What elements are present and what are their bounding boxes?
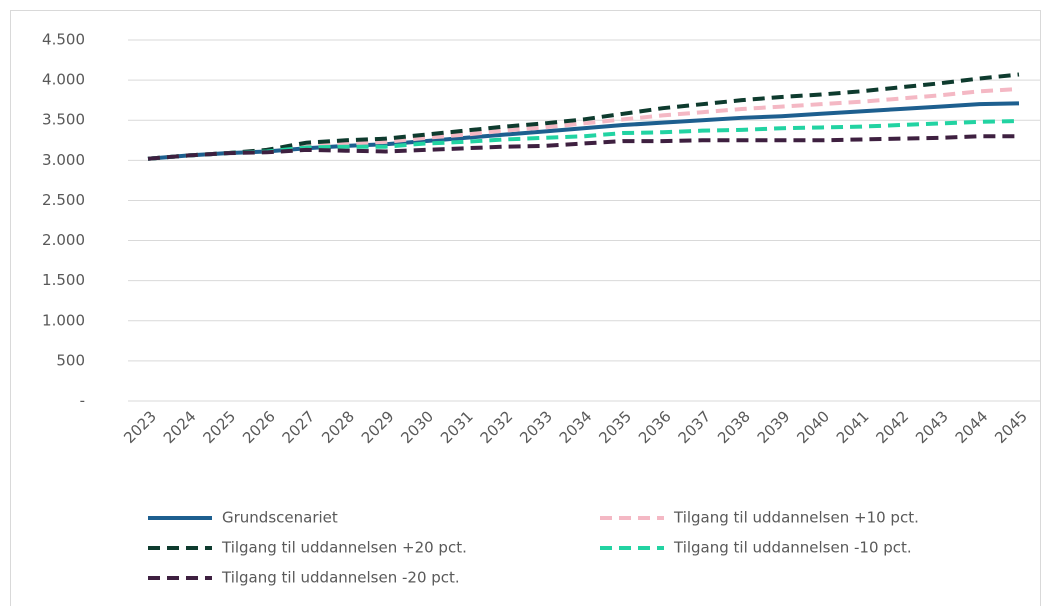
x-tick-label: 2045 bbox=[991, 407, 1031, 447]
y-tick-label: - bbox=[80, 392, 85, 410]
y-tick-label: 1.500 bbox=[42, 271, 85, 289]
y-tick-label: 3.000 bbox=[42, 151, 85, 169]
x-tick-label: 2032 bbox=[477, 407, 517, 447]
series-line bbox=[147, 119, 1020, 161]
series-line bbox=[147, 101, 1020, 161]
x-tick-label: 2025 bbox=[199, 407, 239, 447]
x-tick-label: 2024 bbox=[160, 407, 200, 447]
y-tick-label: 1.000 bbox=[42, 311, 85, 329]
series-line bbox=[147, 72, 1020, 161]
x-tick-label: 2041 bbox=[833, 407, 873, 447]
x-tick-label: 2040 bbox=[793, 407, 833, 447]
series-line bbox=[147, 134, 1019, 161]
x-tick-label: 2036 bbox=[635, 407, 675, 447]
x-tick-label: 2031 bbox=[437, 407, 477, 447]
y-tick-label: 2.000 bbox=[42, 231, 85, 249]
x-tick-label: 2038 bbox=[714, 407, 754, 447]
legend-label: Tilgang til uddannelsen +20 pct. bbox=[221, 539, 467, 557]
x-tick-label: 2033 bbox=[516, 407, 556, 447]
x-tick-label: 2044 bbox=[952, 407, 992, 447]
y-tick-label: 4.500 bbox=[42, 31, 85, 49]
x-tick-label: 2023 bbox=[120, 407, 160, 447]
x-tick-label: 2026 bbox=[239, 407, 279, 447]
x-tick-label: 2043 bbox=[912, 407, 952, 447]
x-tick-label: 2028 bbox=[318, 407, 358, 447]
x-tick-label: 2039 bbox=[754, 407, 794, 447]
series-line bbox=[147, 86, 1020, 161]
legend-label: Tilgang til uddannelsen -10 pct. bbox=[673, 539, 912, 557]
x-tick-label: 2034 bbox=[556, 407, 596, 447]
legend-label: Grundscenariet bbox=[222, 509, 338, 527]
x-tick-label: 2035 bbox=[595, 407, 635, 447]
x-tick-label: 2027 bbox=[279, 407, 319, 447]
x-tick-label: 2029 bbox=[358, 407, 398, 447]
y-tick-label: 3.500 bbox=[42, 111, 85, 129]
x-tick-label: 2030 bbox=[397, 407, 437, 447]
x-tick-label: 2042 bbox=[873, 407, 913, 447]
y-tick-label: 4.000 bbox=[42, 71, 85, 89]
x-tick-label: 2037 bbox=[675, 407, 715, 447]
y-tick-label: 500 bbox=[56, 351, 85, 369]
legend-label: Tilgang til uddannelsen +10 pct. bbox=[673, 509, 919, 527]
chart-frame bbox=[10, 10, 1041, 606]
legend-label: Tilgang til uddannelsen -20 pct. bbox=[221, 569, 460, 587]
y-tick-label: 2.500 bbox=[42, 191, 85, 209]
